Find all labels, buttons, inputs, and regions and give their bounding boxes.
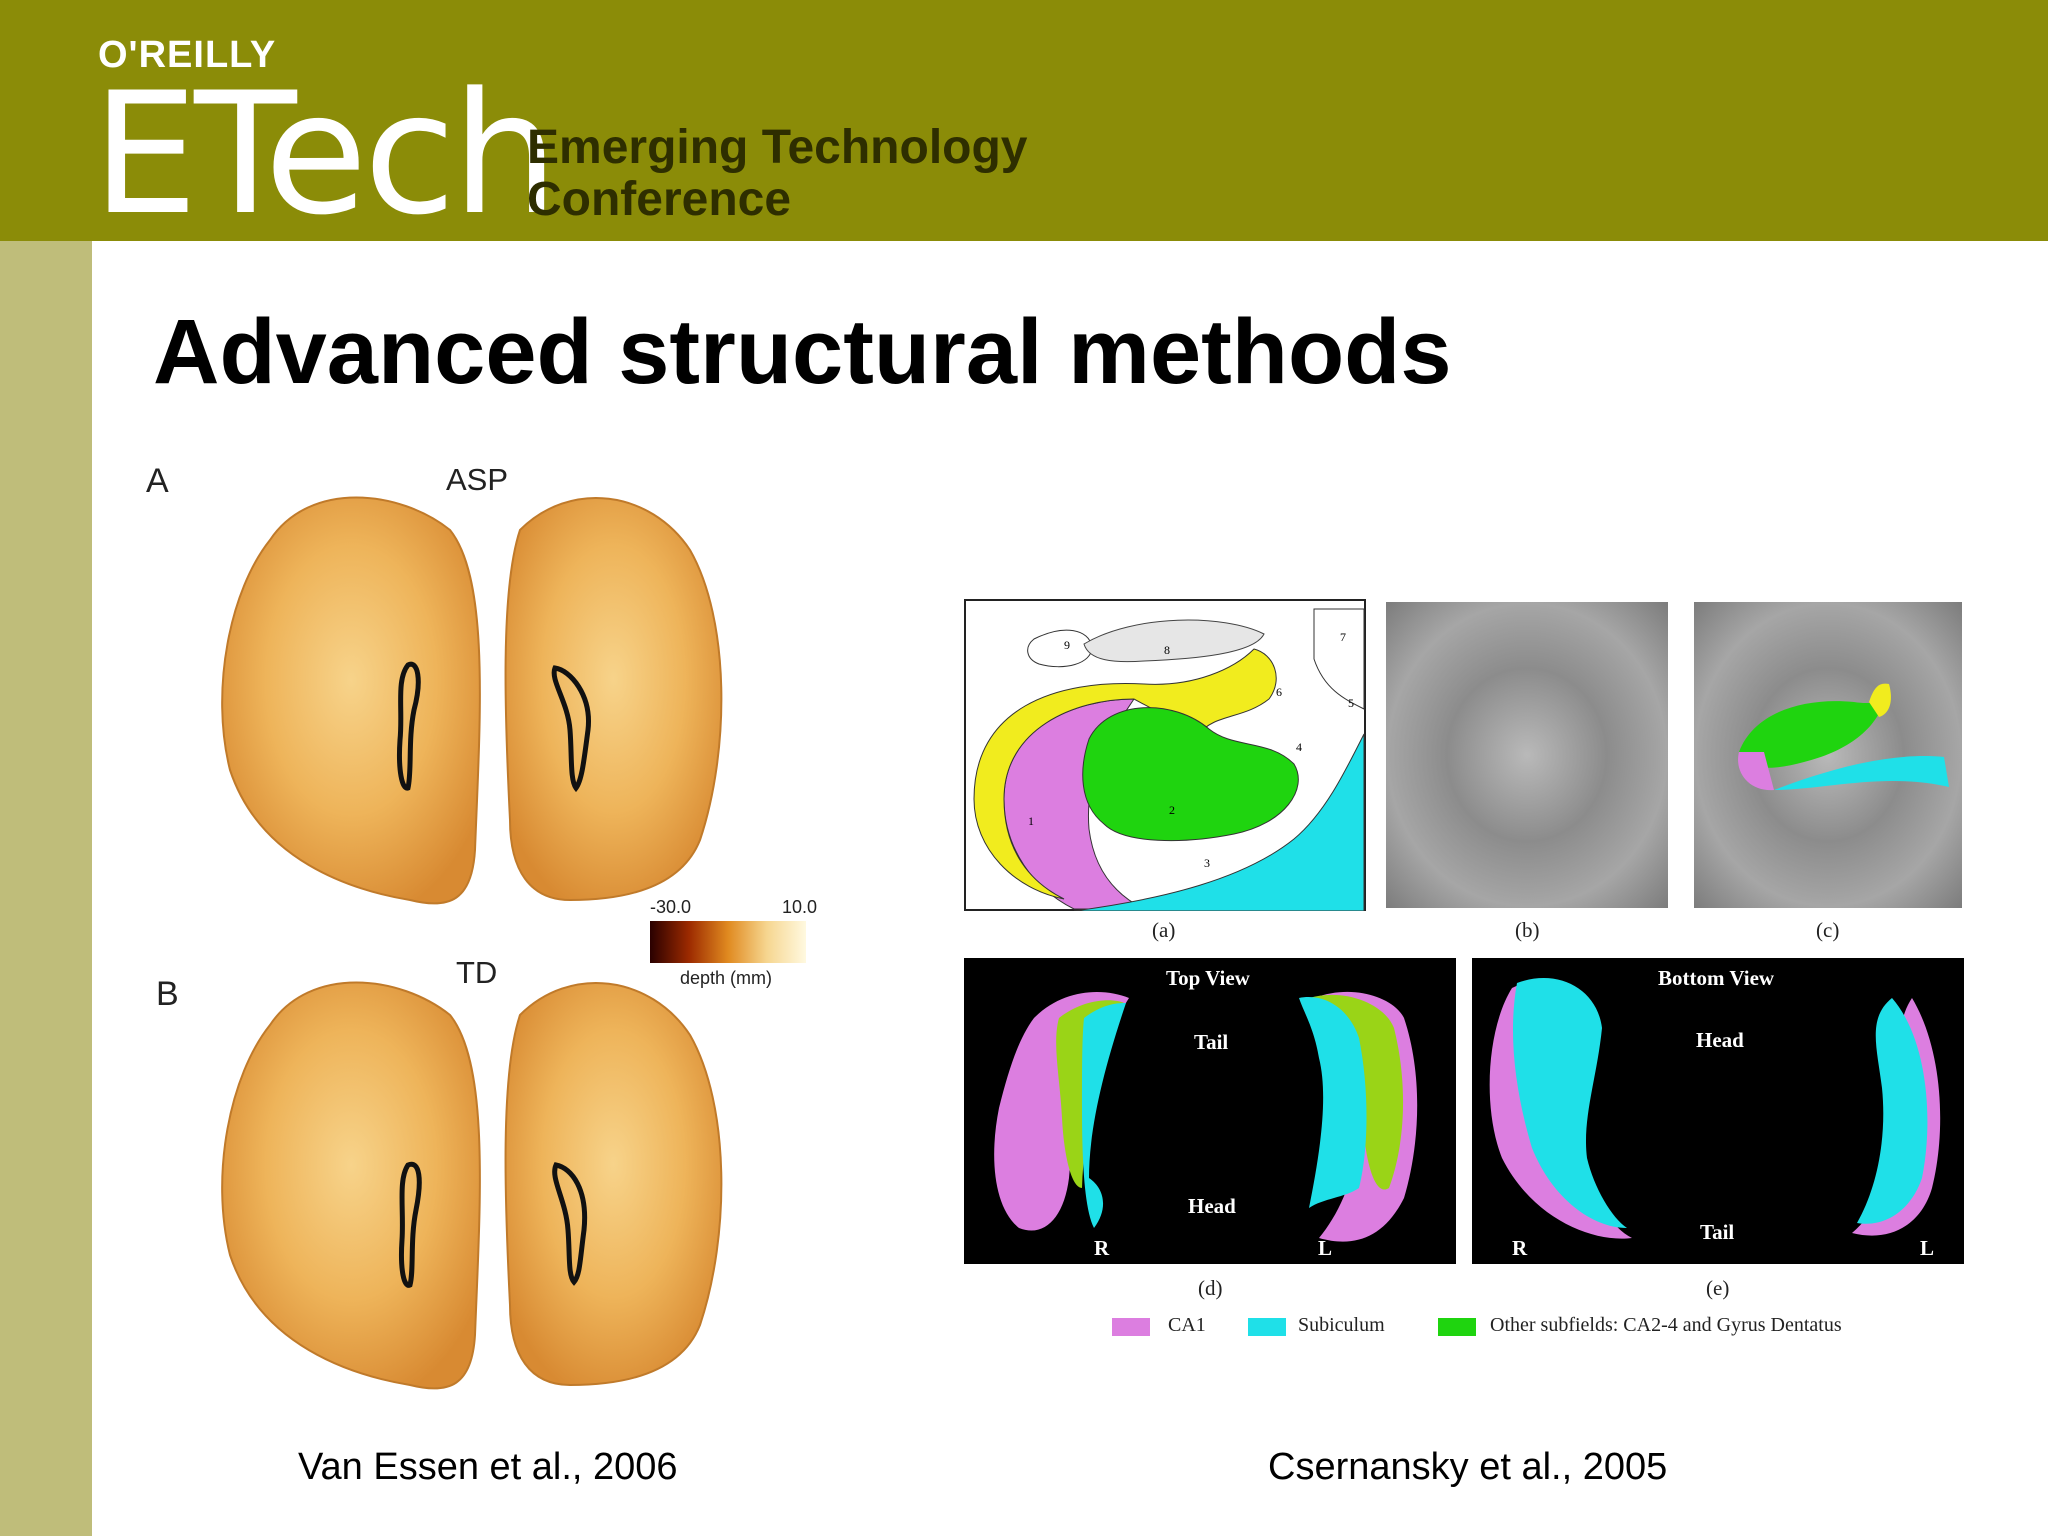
bottom-view-panel: Bottom View Head Tail R L xyxy=(1472,958,1964,1264)
overlay-cornu xyxy=(1739,698,1888,768)
atlas-region-cornu xyxy=(1082,707,1299,842)
bottom-view-head: Head xyxy=(1696,1028,1744,1052)
legend-label-other: Other subfields: CA2-4 and Gyrus Dentatu… xyxy=(1490,1314,1842,1336)
bottom-view-tail: Tail xyxy=(1700,1220,1735,1244)
top-view-tail: Tail xyxy=(1194,1030,1229,1054)
mri-slice-segmented xyxy=(1694,602,1962,908)
mri-slice xyxy=(1386,602,1668,908)
atlas-number-2: 2 xyxy=(1169,803,1175,817)
left-credit: Van Essen et al., 2006 xyxy=(298,1446,678,1488)
depth-colorbar xyxy=(650,921,806,963)
top-view-title: Top View xyxy=(1166,966,1250,990)
atlas-region-9 xyxy=(1027,629,1093,668)
overlay-yellow xyxy=(1869,683,1891,717)
panel-b-group: TD xyxy=(456,955,498,990)
legend-label-subiculum: Subiculum xyxy=(1298,1314,1385,1336)
conference-line-1: Emerging Technology xyxy=(527,121,1028,174)
top-view-r: R xyxy=(1094,1236,1110,1260)
panel-a-label: A xyxy=(146,462,169,500)
brain-a-right-hemisphere xyxy=(504,497,723,902)
left-accent-bar xyxy=(0,241,92,1536)
atlas-region-8 xyxy=(1083,619,1265,663)
colorbar-label: depth (mm) xyxy=(680,968,773,988)
top-view-head: Head xyxy=(1188,1194,1236,1218)
atlas-number-5: 5 xyxy=(1348,696,1354,710)
legend-swatch-other xyxy=(1438,1318,1476,1336)
legend-swatch-ca1 xyxy=(1112,1318,1150,1336)
segmentation-overlay xyxy=(1738,683,1949,791)
brain-surfaces xyxy=(221,496,723,1390)
overlay-subiculum xyxy=(1774,756,1949,790)
label-c: (c) xyxy=(1816,918,1840,942)
brain-a-right-roi xyxy=(551,665,591,793)
atlas-number-7: 7 xyxy=(1340,630,1346,644)
brand-logo: ETech xyxy=(92,56,558,252)
right-credit: Csernansky et al., 2005 xyxy=(1268,1446,1668,1488)
slide-title: Advanced structural methods xyxy=(153,301,1452,403)
brain-a-left-roi xyxy=(397,661,421,791)
conference-line-2: Conference xyxy=(527,173,792,226)
publisher-logo: O'REILLY xyxy=(98,34,277,76)
top-view-l: L xyxy=(1318,1236,1333,1260)
label-d: (d) xyxy=(1198,1276,1223,1300)
atlas-region-7 xyxy=(1313,608,1365,710)
atlas-number-9: 9 xyxy=(1064,638,1070,652)
atlas-number-1: 1 xyxy=(1028,814,1034,828)
atlas-number-3: 3 xyxy=(1204,856,1210,870)
conference-name: Emerging Technology Conference xyxy=(527,122,1027,226)
hippocampus-atlas-drawing: 9 8 7 6 5 4 1 2 3 xyxy=(964,599,1366,911)
bottom-view-r: R xyxy=(1512,1236,1528,1260)
brain-b-left-hemisphere xyxy=(221,981,481,1390)
atlas-region-yellow xyxy=(973,648,1277,900)
conference-header: O'REILLY ETech Emerging Technology Confe… xyxy=(0,0,2048,241)
atlas-number-8: 8 xyxy=(1164,643,1170,657)
panel-b-label: B xyxy=(156,975,179,1013)
brain-b-left-roi xyxy=(399,1161,422,1288)
bottom-view-render xyxy=(1489,978,1941,1239)
top-view-render xyxy=(994,991,1418,1242)
overlay-ca1 xyxy=(1738,752,1774,791)
brain-b-right-roi xyxy=(552,1162,588,1286)
bottom-view-l: L xyxy=(1920,1236,1935,1260)
colorbar-max: 10.0 xyxy=(782,897,818,917)
legend-swatch-subiculum xyxy=(1248,1318,1286,1336)
bottom-view-title: Bottom View xyxy=(1658,966,1775,990)
brain-b-right-hemisphere xyxy=(504,982,723,1387)
label-b: (b) xyxy=(1515,918,1540,942)
atlas-region-subiculum xyxy=(1073,733,1365,911)
label-a: (a) xyxy=(1152,918,1176,942)
colorbar-min: -30.0 xyxy=(650,897,692,917)
panel-a-group: ASP xyxy=(446,462,509,497)
legend-label-ca1: CA1 xyxy=(1168,1314,1206,1336)
label-e: (e) xyxy=(1706,1276,1730,1300)
atlas-number-4: 4 xyxy=(1296,740,1302,754)
top-view-panel: Top View Tail Head R L xyxy=(964,958,1456,1264)
atlas-number-6: 6 xyxy=(1276,685,1282,699)
brain-a-left-hemisphere xyxy=(221,496,481,905)
